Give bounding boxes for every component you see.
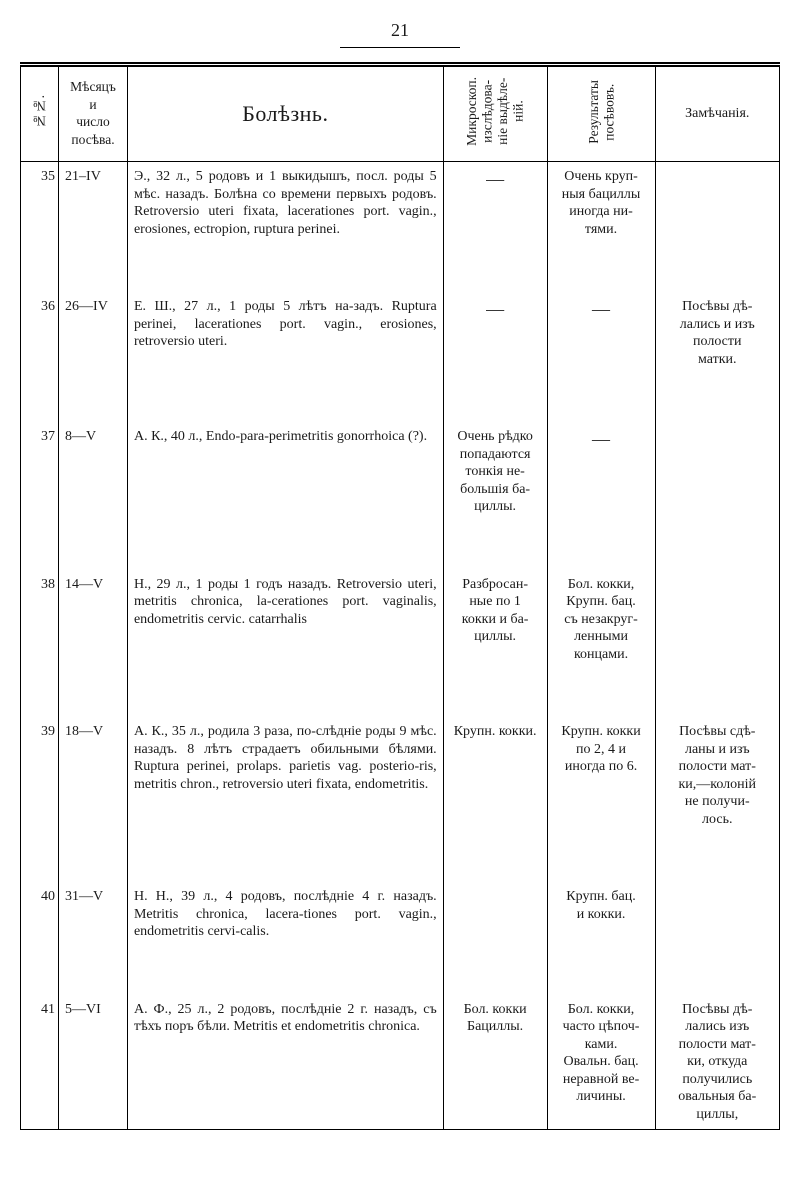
cell-disease: Е. Ш., 27 л., 1 роды 5 лѣтъ на-задъ. Rup… (127, 292, 443, 374)
header-number-label: №№. (32, 95, 48, 128)
cell-notes: Посѣвы дѣ- лались и изъ полости матки. (655, 292, 779, 374)
clinical-table: №№. Мѣсяцъ и число посѣва. Болѣзнь. Микр… (20, 66, 780, 1130)
row-spacer (21, 947, 780, 995)
header-disease-label: Болѣзнь. (242, 101, 328, 126)
col-header-number: №№. (21, 67, 59, 162)
col-header-notes: Замѣчанія. (655, 67, 779, 162)
cell-disease: Н. Н., 39 л., 4 родовъ, послѣдніе 4 г. н… (127, 882, 443, 947)
cell-micro: Разбросан- ные по 1 кокки и ба- циллы. (443, 570, 547, 670)
header-notes-label: Замѣчанія. (685, 106, 749, 121)
cell-month: 26—IV (59, 292, 128, 374)
cell-notes (655, 882, 779, 947)
cell-micro: — (443, 292, 547, 374)
top-double-rule-1 (20, 62, 780, 64)
cell-num: 39 (21, 717, 59, 834)
cell-notes (655, 570, 779, 670)
row-spacer (21, 522, 780, 570)
page-number-rule (340, 47, 460, 48)
cell-disease: Э., 32 л., 5 родовъ и 1 выкидышъ, посл. … (127, 162, 443, 245)
header-month-label: Мѣсяцъ и число посѣва. (70, 79, 116, 147)
table-row: 37 8—V А. К., 40 л., Endo-para-perimetri… (21, 422, 780, 522)
row-spacer (21, 244, 780, 292)
cell-disease: А. Ф., 25 л., 2 родовъ, послѣдніе 2 г. н… (127, 995, 443, 1130)
cell-micro: Бол. кокки Бациллы. (443, 995, 547, 1130)
cell-micro: Крупн. кокки. (443, 717, 547, 834)
table-row: 39 18—V А. К., 35 л., родила 3 раза, по-… (21, 717, 780, 834)
table-row: 36 26—IV Е. Ш., 27 л., 1 роды 5 лѣтъ на-… (21, 292, 780, 374)
cell-month: 8—V (59, 422, 128, 522)
cell-month: 5—VI (59, 995, 128, 1130)
cell-month: 18—V (59, 717, 128, 834)
cell-micro: Очень рѣдко попадаются тонкія не- больші… (443, 422, 547, 522)
cell-results: Бол. кокки, Крупн. бац. съ незакруг- лен… (547, 570, 655, 670)
cell-disease: Н., 29 л., 1 роды 1 годъ назадъ. Retrove… (127, 570, 443, 670)
cell-results: Крупн. бац. и кокки. (547, 882, 655, 947)
table-row: 41 5—VI А. Ф., 25 л., 2 родовъ, послѣдні… (21, 995, 780, 1130)
cell-micro (443, 882, 547, 947)
table-body: 35 21–IV Э., 32 л., 5 родовъ и 1 выкидыш… (21, 162, 780, 1130)
cell-results: Очень круп- ныя бациллы иногда ни- тями. (547, 162, 655, 245)
col-header-month: Мѣсяцъ и число посѣва. (59, 67, 128, 162)
cell-results: Бол. кокки, часто цѣпоч- ками. Овальн. б… (547, 995, 655, 1130)
cell-num: 40 (21, 882, 59, 947)
cell-num: 36 (21, 292, 59, 374)
cell-micro: — (443, 162, 547, 245)
cell-month: 14—V (59, 570, 128, 670)
cell-disease: А. К., 40 л., Endo-para-perimetritis gon… (127, 422, 443, 522)
cell-month: 21–IV (59, 162, 128, 245)
col-header-microscopy: Микроскоп. изслѣдова- ніе выдѣле- ній. (443, 67, 547, 162)
cell-month: 31—V (59, 882, 128, 947)
page-number: 21 (20, 20, 780, 41)
cell-notes: Посѣвы дѣ- лались изъ полости мат- ки, о… (655, 995, 779, 1130)
table-row: 35 21–IV Э., 32 л., 5 родовъ и 1 выкидыш… (21, 162, 780, 245)
table-row: 38 14—V Н., 29 л., 1 роды 1 годъ назадъ.… (21, 570, 780, 670)
cell-results: — (547, 292, 655, 374)
cell-results: — (547, 422, 655, 522)
table-head: №№. Мѣсяцъ и число посѣва. Болѣзнь. Микр… (21, 67, 780, 162)
table-row: 40 31—V Н. Н., 39 л., 4 родовъ, послѣдні… (21, 882, 780, 947)
col-header-disease: Болѣзнь. (127, 67, 443, 162)
header-micro-label: Микроскоп. изслѣдова- ніе выдѣле- ній. (464, 77, 526, 146)
cell-results: Крупн. кокки по 2, 4 и иногда по 6. (547, 717, 655, 834)
cell-num: 37 (21, 422, 59, 522)
cell-num: 35 (21, 162, 59, 245)
cell-notes (655, 422, 779, 522)
header-results-label: Результаты посѣвовъ. (586, 80, 617, 144)
cell-notes (655, 162, 779, 245)
row-spacer (21, 374, 780, 422)
cell-disease: А. К., 35 л., родила 3 раза, по-слѣдніе … (127, 717, 443, 834)
col-header-results: Результаты посѣвовъ. (547, 67, 655, 162)
cell-notes: Посѣвы сдѣ- ланы и изъ полости мат- ки,—… (655, 717, 779, 834)
row-spacer (21, 834, 780, 882)
row-spacer (21, 669, 780, 717)
cell-num: 41 (21, 995, 59, 1130)
cell-num: 38 (21, 570, 59, 670)
